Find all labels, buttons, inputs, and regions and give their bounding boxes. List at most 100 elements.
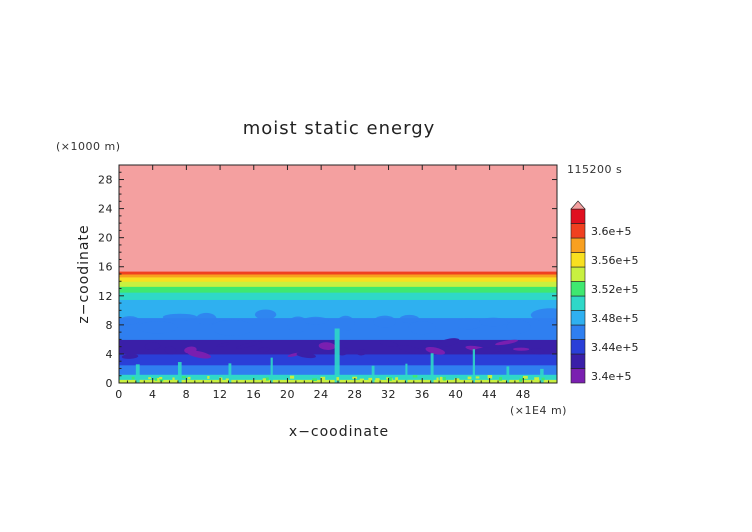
y-tick-label: 8 <box>106 319 114 332</box>
x-tick-label: 20 <box>280 388 295 401</box>
eddy-shape <box>425 346 446 355</box>
eddy-shape <box>258 347 270 353</box>
y-axis: 0 4 8 12 16 20 24 28 <box>98 164 557 390</box>
x-tick-label: 44 <box>482 388 497 401</box>
colorbar-segment <box>570 208 586 224</box>
surface-speckle <box>262 378 266 381</box>
colorbar-segment <box>570 368 586 384</box>
surface-speckle <box>156 377 160 382</box>
field-band <box>119 274 557 278</box>
colorbar-segment <box>570 324 586 340</box>
field-band <box>119 281 557 287</box>
x-tick-label: 40 <box>448 388 463 401</box>
y-tick-label: 24 <box>98 203 113 216</box>
surface-speckle <box>498 377 503 381</box>
plume-shape <box>430 353 434 383</box>
eddy-shape <box>399 314 420 324</box>
colorbar-segment <box>570 237 586 253</box>
surface-speckle <box>439 376 443 381</box>
surface-speckle <box>187 376 191 380</box>
x-tick-label: 48 <box>516 388 531 401</box>
eddy-shape <box>120 316 140 325</box>
surface-speckle <box>359 378 365 382</box>
surface-speckle <box>181 376 186 379</box>
eddy-shape <box>454 318 483 330</box>
surface-speckle <box>320 376 326 381</box>
surface-speckle <box>159 378 164 382</box>
colorbar-segment <box>570 281 586 297</box>
colorbar-segment <box>570 310 586 326</box>
x-axis: 0 4 8 12 16 20 24 28 32 36 40 44 48 <box>115 165 550 401</box>
colorbar-label: 3.52e+5 <box>591 283 638 296</box>
colorbar-segment <box>570 223 586 239</box>
surface-speckle <box>225 378 229 382</box>
colorbar-label: 3.56e+5 <box>591 254 638 267</box>
surface-speckle <box>487 375 493 379</box>
eddy-shape <box>530 347 545 355</box>
surface-speckle <box>154 378 158 381</box>
plume-shape <box>177 362 182 383</box>
eddy-shape <box>397 344 425 355</box>
colorbar-label: 3.44e+5 <box>591 341 638 354</box>
eddy-shape <box>254 309 277 320</box>
field-band <box>119 299 557 319</box>
x-tick-label: 28 <box>347 388 362 401</box>
colorbar-segment <box>570 295 586 311</box>
surface-speckle <box>265 377 269 381</box>
surface-speckle <box>159 377 163 380</box>
plume-shape <box>228 363 232 383</box>
field-band <box>119 286 557 293</box>
plume-shape <box>472 349 475 383</box>
surface-speckle <box>375 378 380 383</box>
eddy-shape <box>216 342 230 348</box>
x-axis-label: x−coodinate <box>289 424 389 440</box>
colorbar-segment <box>570 266 586 282</box>
eddy-shape <box>187 350 211 359</box>
eddy-shape <box>144 342 161 351</box>
y-tick-label: 12 <box>98 290 113 303</box>
colorbar: 3.4e+5 3.44e+5 3.48e+5 3.52e+5 3.56e+5 3.6e+5 <box>570 200 638 384</box>
eddy-shape <box>495 339 518 346</box>
surface-speckle <box>336 377 340 381</box>
eddy-shape <box>137 321 178 334</box>
x-unit-label: (×1E4 m) <box>510 404 567 417</box>
y-tick-label: 16 <box>98 261 113 274</box>
eddy-shape <box>236 341 263 349</box>
surface-speckle <box>289 375 295 379</box>
colorbar-label: 3.6e+5 <box>591 225 631 238</box>
plume-shape <box>405 363 408 383</box>
eddy-shape <box>437 338 460 347</box>
surface-speckle <box>148 377 152 380</box>
plume-shape <box>371 365 375 383</box>
surface-speckle <box>534 377 540 381</box>
surface-speckle <box>467 376 472 380</box>
heatmap-field <box>119 165 557 383</box>
field-band <box>119 271 557 275</box>
plume-shape <box>540 368 544 383</box>
surface-speckle <box>352 376 358 379</box>
eddy-shape <box>356 349 367 356</box>
eddy-shape <box>408 321 436 335</box>
eddy-shape <box>373 315 397 328</box>
surface-speckle <box>436 377 439 381</box>
colorbar-segment <box>570 339 586 355</box>
eddy-shape <box>121 354 139 359</box>
x-tick-label: 0 <box>115 388 123 401</box>
x-tick-label: 24 <box>314 388 329 401</box>
plume-shape <box>270 357 273 383</box>
surface-speckle <box>475 376 480 379</box>
plume-shape <box>135 364 140 383</box>
x-tick-label: 16 <box>246 388 261 401</box>
y-axis-label: z−coodinate <box>76 224 92 323</box>
surface-speckle <box>523 375 528 379</box>
surface-speckle <box>412 375 418 378</box>
eddy-shape <box>513 347 530 351</box>
eddy-shape <box>336 315 355 332</box>
plume-shape <box>334 328 340 383</box>
field-band <box>119 276 557 282</box>
x-tick-label: 32 <box>381 388 396 401</box>
eddy-shape <box>473 346 502 354</box>
x-tick-label: 36 <box>415 388 430 401</box>
surface-speckle <box>207 375 210 379</box>
surface-speckle <box>386 377 389 380</box>
